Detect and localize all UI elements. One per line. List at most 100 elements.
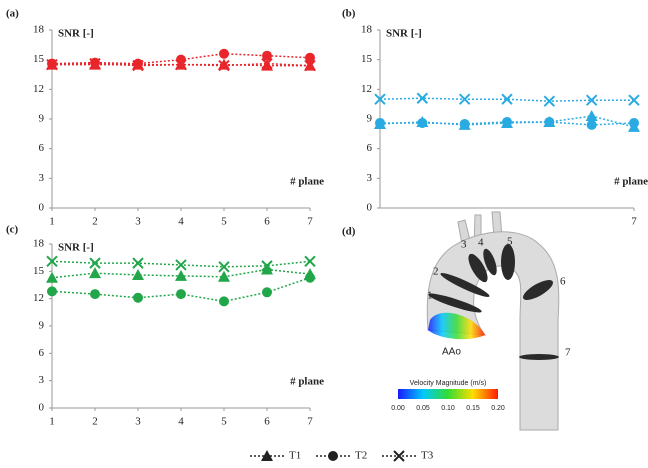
panel-label: (d)	[342, 226, 356, 238]
legend-label: T2	[355, 450, 367, 462]
vessel-label: AAo	[442, 347, 461, 358]
marker-circle	[305, 272, 315, 283]
plane-label: 4	[478, 237, 484, 249]
marker-circle	[133, 58, 143, 69]
x-tick-label: 4	[178, 416, 184, 428]
legend-label: T1	[289, 450, 301, 462]
colorbar-tick: 0.10	[441, 405, 455, 412]
legend-item: T2	[316, 450, 367, 462]
x-tick-label: 6	[264, 416, 270, 428]
marker-x	[458, 93, 471, 105]
y-tick-label: 0	[39, 202, 45, 214]
marker-x	[46, 58, 58, 71]
marker-x	[261, 57, 273, 70]
x-tick-label: 3	[135, 416, 141, 428]
x-tick-label: 2	[92, 216, 98, 228]
marker-x	[261, 260, 273, 272]
marker-x	[46, 255, 58, 268]
marker-circle	[176, 54, 186, 65]
x-tick-label: 7	[307, 416, 313, 428]
marker-x	[89, 257, 101, 269]
x-axis-label: # plane	[290, 176, 324, 188]
y-axis-label: SNR [-]	[58, 242, 94, 254]
y-tick-label: 18	[33, 24, 45, 36]
marker-circle	[459, 118, 470, 129]
x-tick-label: 2	[92, 416, 98, 428]
y-tick-label: 15	[361, 53, 373, 65]
marker-triangle	[46, 271, 58, 283]
marker-x	[501, 93, 513, 105]
marker-circle	[629, 117, 639, 128]
y-tick-label: 0	[39, 402, 45, 414]
y-tick-label: 6	[367, 142, 373, 154]
y-tick-label: 3	[367, 172, 373, 184]
marker-circle	[262, 287, 272, 298]
marker-circle	[133, 292, 143, 303]
y-tick-label: 15	[33, 53, 45, 65]
x-axis-label: # plane	[290, 376, 324, 388]
y-tick-label: 6	[39, 142, 45, 154]
x-tick-label: 4	[178, 216, 184, 228]
marker-circle	[219, 48, 229, 59]
marker-triangle	[218, 58, 230, 70]
panel-d: (d) 1 2 3 4 5 6 7 AAo Velocity Magnitude…	[342, 211, 571, 431]
marker-triangle	[585, 110, 598, 122]
plane-label: 2	[433, 266, 439, 278]
marker-x	[543, 95, 556, 107]
marker-circle	[219, 296, 229, 307]
y-tick-label: 0	[367, 202, 373, 214]
marker-triangle	[218, 270, 230, 282]
marker-x	[374, 93, 386, 105]
marker-circle	[586, 119, 597, 130]
x-tick-label: 5	[221, 216, 227, 228]
legend-item: T3	[382, 450, 434, 462]
y-tick-label: 3	[39, 172, 45, 184]
marker-x	[132, 257, 144, 269]
y-tick-label: 12	[361, 83, 372, 95]
plane-label: 3	[461, 239, 467, 251]
legend-marker	[393, 450, 405, 462]
colorbar	[398, 389, 498, 399]
marker-circle	[47, 286, 57, 297]
panel-label: (a)	[6, 8, 19, 20]
marker-triangle	[261, 263, 273, 275]
legend-label: T3	[421, 450, 434, 462]
legend-item: T1	[250, 450, 301, 462]
marker-x	[416, 92, 429, 104]
x-tick-label: 6	[264, 216, 270, 228]
legend-marker	[261, 450, 273, 461]
marker-x	[132, 59, 144, 72]
colorbar-title: Velocity Magnitude (m/s)	[410, 380, 487, 387]
marker-triangle	[132, 268, 144, 280]
colorbar-tick: 0.20	[491, 405, 505, 412]
marker-circle	[375, 117, 385, 128]
y-tick-label: 18	[33, 238, 45, 250]
plane-label: 5	[507, 236, 513, 248]
y-tick-label: 3	[39, 374, 45, 386]
legend-marker	[328, 451, 338, 461]
marker-x	[218, 59, 230, 72]
y-tick-label: 18	[361, 24, 373, 36]
x-tick-label: 1	[49, 416, 55, 428]
panel-label: (c)	[6, 224, 19, 236]
plane-label: 6	[560, 276, 566, 288]
x-tick-label: 7	[307, 216, 313, 228]
colorbar-tick: 0.05	[416, 405, 430, 412]
x-axis-label: # plane	[614, 176, 648, 188]
marker-circle	[262, 50, 272, 61]
marker-triangle	[89, 267, 101, 279]
y-tick-label: 9	[39, 113, 45, 125]
marker-circle	[90, 289, 100, 300]
colorbar-tick: 0.15	[466, 405, 480, 412]
marker-circle	[502, 116, 512, 127]
marker-x	[628, 94, 640, 106]
marker-x	[304, 59, 316, 72]
colorbar-tick: 0.00	[391, 405, 405, 412]
plane-label: 1	[427, 290, 433, 302]
y-tick-label: 6	[39, 347, 45, 359]
plane-label: 7	[565, 347, 571, 359]
marker-circle	[176, 289, 186, 300]
x-tick-label: 5	[221, 416, 227, 428]
planes	[428, 244, 559, 360]
